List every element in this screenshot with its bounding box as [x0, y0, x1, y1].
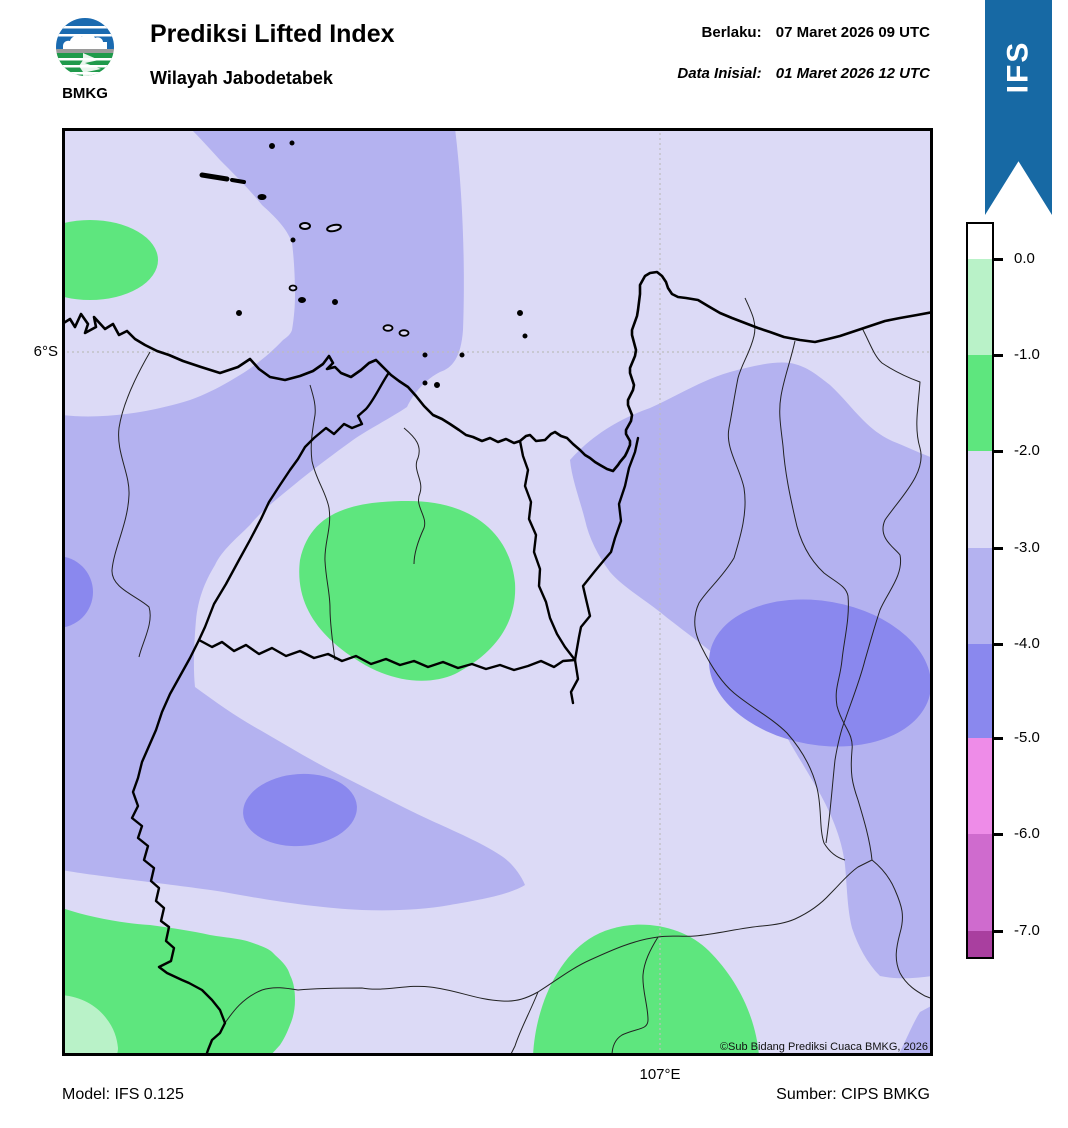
- colorbar-tick: [992, 450, 1003, 453]
- colorbar-segment: [968, 259, 992, 355]
- lifted-index-map: ©Sub Bidang Prediksi Cuaca BMKG, 2026: [21, 128, 935, 1058]
- colorbar-tick-label: 0.0: [1014, 250, 1035, 267]
- valid-time-row: Berlaku: 07 Maret 2026 09 UTC: [677, 24, 930, 41]
- map-copyright: ©Sub Bidang Prediksi Cuaca BMKG, 2026: [720, 1041, 928, 1053]
- colorbar-segment: [968, 548, 992, 644]
- forecast-dates: Berlaku: 07 Maret 2026 09 UTC Data Inisi…: [677, 24, 930, 106]
- logo-cloud: [63, 34, 107, 50]
- init-time-row: Data Inisial: 01 Maret 2026 12 UTC: [677, 65, 930, 82]
- map-fill-band-west: [62, 128, 525, 911]
- colorbar-tick-label: -3.0: [1014, 539, 1040, 556]
- init-time-label: Data Inisial:: [677, 65, 762, 82]
- map-fill-palegreen-corner: [62, 995, 118, 1056]
- source-text: Sumber: CIPS BMKG: [776, 1086, 930, 1103]
- colorbar-segment: [968, 738, 992, 834]
- colorbar-segments: [968, 224, 992, 957]
- valid-time-label: Berlaku:: [701, 24, 762, 41]
- model-ribbon-label: IFS: [1001, 40, 1035, 94]
- colorbar: [966, 222, 994, 959]
- map-frame: [62, 128, 933, 1056]
- logo-text: BMKG: [62, 85, 108, 100]
- colorbar-tick: [992, 643, 1003, 646]
- colorbar-tick-label: -2.0: [1014, 442, 1040, 459]
- valid-time-value: 07 Maret 2026 09 UTC: [775, 24, 930, 41]
- colorbar-tick: [992, 547, 1003, 550]
- admin-boundaries-thin: [111, 297, 934, 1057]
- init-time-value: 01 Maret 2026 12 UTC: [775, 65, 930, 82]
- colorbar-tick-label: -4.0: [1014, 635, 1040, 652]
- colorbar-tick: [992, 833, 1003, 836]
- colorbar-segment: [968, 355, 992, 451]
- colorbar-segment: [968, 931, 992, 957]
- colorbar-tick-label: -1.0: [1014, 346, 1040, 363]
- page-subtitle: Wilayah Jabodetabek: [150, 68, 333, 88]
- coastline: [60, 270, 935, 473]
- colorbar-segment: [968, 644, 992, 738]
- lon-axis-label: 107°E: [639, 1066, 681, 1083]
- colorbar-segment: [968, 451, 992, 548]
- map-fill-corner: [898, 1005, 933, 1056]
- colorbar-segment: [968, 834, 992, 931]
- colorbar-ticks: 0.0 -1.0 -2.0 -3.0 -4.0 -5.0 -6.0 -7.0: [992, 224, 1068, 957]
- map-fill-blob-center: [243, 773, 357, 847]
- map-fill-blob-east: [708, 599, 932, 747]
- lat-axis-label: 6°S: [33, 343, 58, 360]
- page-title: Prediksi Lifted Index: [150, 20, 395, 48]
- colorbar-segment: [968, 224, 992, 259]
- colorbar-tick: [992, 258, 1003, 261]
- map-fill-green-south: [533, 924, 759, 1056]
- map-fill-green-center: [299, 501, 516, 681]
- islands: [199, 140, 528, 388]
- colorbar-tick: [992, 930, 1003, 933]
- colorbar-tick-label: -5.0: [1014, 729, 1040, 746]
- colorbar-tick: [992, 737, 1003, 740]
- colorbar-tick-label: -6.0: [1014, 825, 1040, 842]
- model-ribbon: IFS: [985, 0, 1052, 215]
- map-fill-green-southwest: [62, 908, 295, 1056]
- colorbar-tick-label: -7.0: [1014, 922, 1040, 939]
- bmkg-logo: BMKG: [55, 16, 115, 102]
- colorbar-tick: [992, 354, 1003, 357]
- model-text: Model: IFS 0.125: [62, 1086, 184, 1103]
- admin-boundaries-thick: [130, 372, 640, 1058]
